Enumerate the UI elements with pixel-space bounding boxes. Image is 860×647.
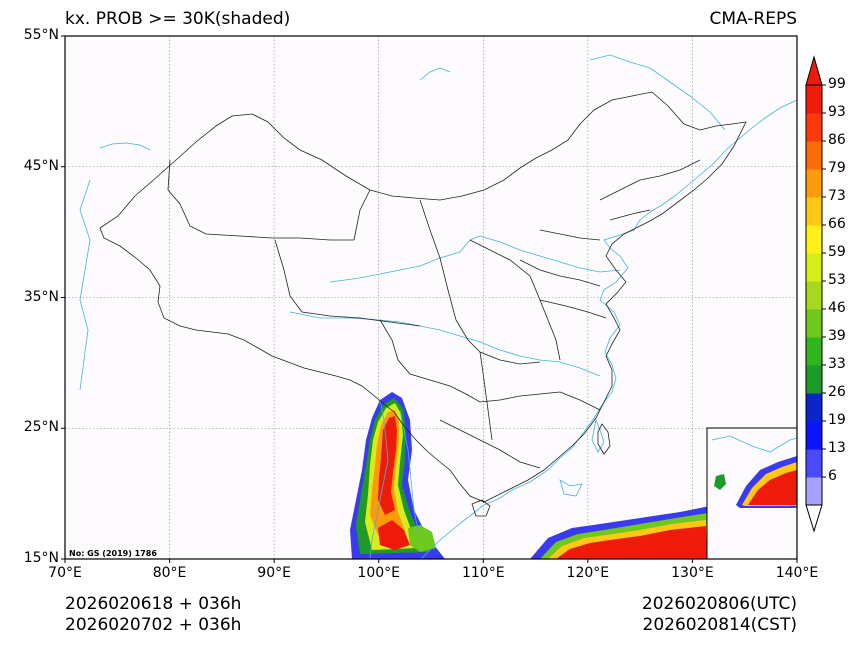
colorbar-cell — [806, 477, 822, 506]
colorbar-tick-label: 86 — [828, 132, 846, 148]
model-name: CMA-REPS — [709, 9, 797, 29]
hainan — [471, 499, 491, 517]
colorbar-max-arrow — [805, 55, 823, 86]
colorbar-cell — [806, 169, 822, 198]
colorbar-tick-label: 13 — [828, 440, 846, 456]
latitude-tick-label: 55°N — [23, 27, 59, 43]
colorbar-cell — [806, 197, 822, 226]
colorbar-min-arrow — [805, 504, 823, 533]
longitude-tick-label: 140°E — [775, 565, 819, 581]
colorbar-cell — [806, 449, 822, 478]
colorbar-tick-label: 59 — [828, 244, 846, 260]
colorbar-cell — [806, 225, 822, 254]
valid-time-utc: 2026020806(UTC) — [641, 594, 797, 614]
rivers-and-coastlines — [79, 54, 797, 559]
colorbar-tick-label: 19 — [828, 412, 846, 428]
south-china-sea-inset — [706, 427, 797, 559]
colorbar-tick-label: 39 — [828, 328, 846, 344]
colorbar-cell — [806, 421, 822, 450]
colorbar-cell — [806, 281, 822, 310]
probability-shading-east — [530, 506, 715, 559]
colorbar-tick-label: 66 — [828, 216, 846, 232]
colorbar-tick-label: 79 — [828, 160, 846, 176]
colorbar-cell — [806, 365, 822, 394]
colorbar-tick-label: 26 — [828, 384, 846, 400]
longitude-tick-label: 90°E — [257, 565, 291, 581]
longitude-tick-label: 130°E — [671, 565, 714, 581]
latitude-tick-label: 45°N — [23, 157, 59, 174]
colorbar-cell — [806, 113, 822, 142]
graticule — [65, 36, 797, 559]
colorbar-tick-label: 93 — [828, 104, 846, 120]
probability-shading-west — [350, 392, 445, 559]
colorbar-tick-label: 33 — [828, 356, 846, 372]
longitude-tick-label: 80°E — [152, 565, 187, 581]
colorbar-cell — [806, 337, 822, 366]
init-time-utc: 2026020618 + 036h — [65, 594, 242, 614]
latitude-tick-label: 25°N — [23, 419, 59, 436]
colorbar-cell — [806, 85, 822, 114]
colorbar-tick-label: 6 — [828, 468, 837, 484]
colorbar-cell — [806, 309, 822, 338]
init-time-cst: 2026020702 + 036h — [65, 615, 242, 635]
map-title: kx. PROB >= 30K(shaded) — [65, 9, 291, 29]
review-number: No: GS (2019) 1786 — [69, 549, 157, 558]
longitude-tick-label: 110°E — [461, 565, 505, 581]
longitude-tick-label: 100°E — [357, 565, 400, 581]
taiwan — [597, 423, 611, 455]
latitude-tick-label: 15°N — [23, 550, 59, 566]
colorbar-cell — [806, 141, 822, 170]
colorbar-tick-label: 46 — [828, 300, 846, 316]
china-border — [99, 91, 747, 503]
longitude-tick-label: 70°E — [48, 565, 82, 581]
colorbar-cell — [806, 393, 822, 422]
longitude-tick-label: 120°E — [566, 565, 610, 581]
colorbar-tick-label: 53 — [828, 272, 846, 288]
colorbar-cell — [806, 253, 822, 282]
colorbar-tick-label: 73 — [828, 188, 846, 204]
colorbar-tick-label: 99 — [828, 76, 846, 92]
latitude-tick-label: 35°N — [23, 288, 59, 305]
valid-time-cst: 2026020814(CST) — [642, 615, 797, 635]
